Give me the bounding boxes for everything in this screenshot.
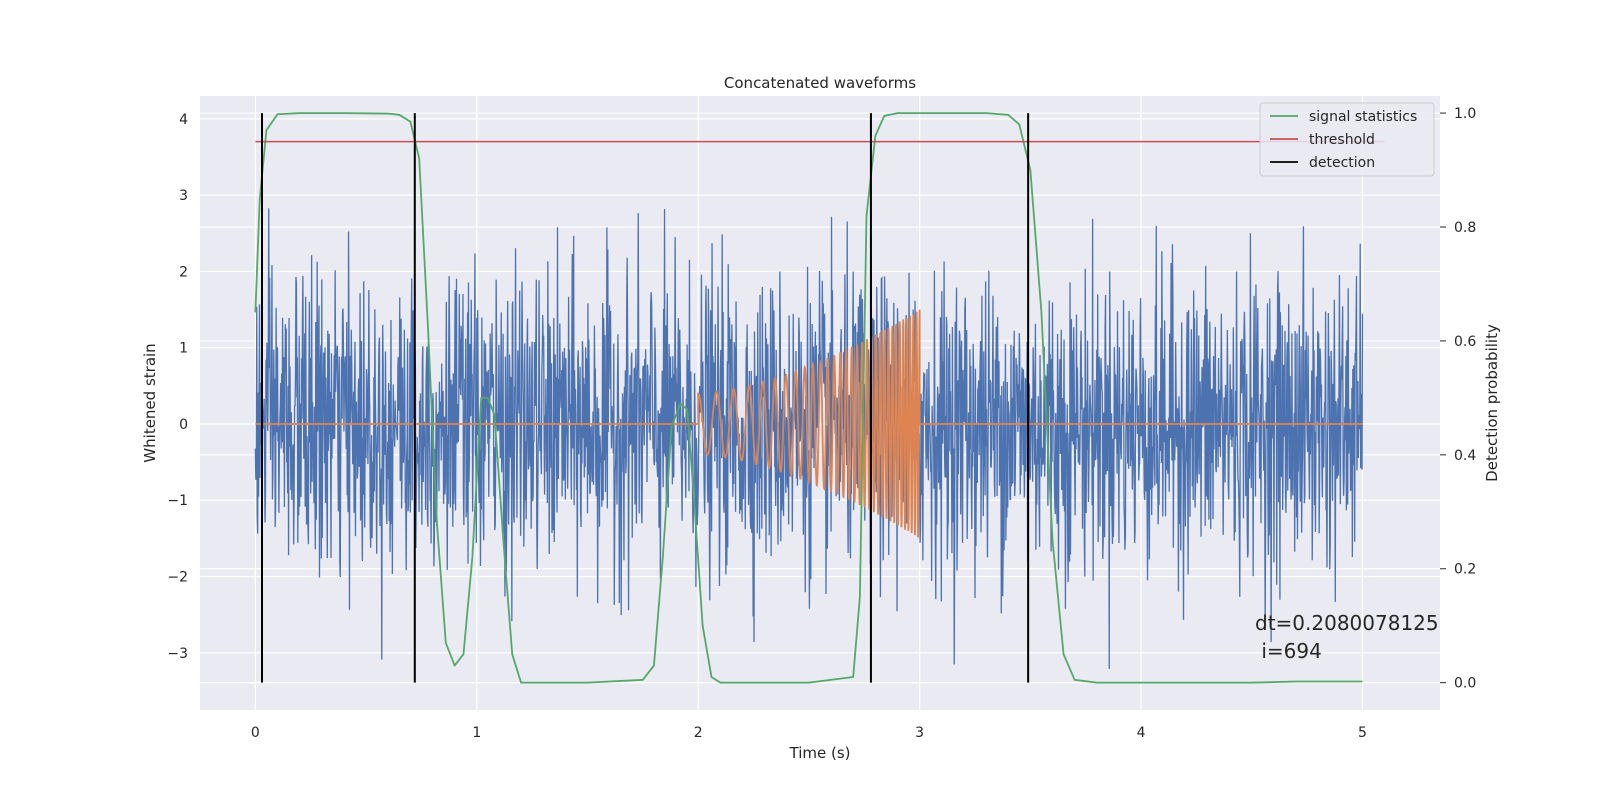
legend-box <box>1259 102 1435 177</box>
strain-series-line <box>254 208 1364 670</box>
legend-label-signal-statistics: signal statistics <box>1309 109 1417 125</box>
legend-label-detection: detection <box>1309 155 1375 171</box>
y-right-tick-label: 0.2 <box>1454 562 1476 578</box>
y-right-tick-label: 0.6 <box>1454 334 1476 350</box>
x-axis-label: Time (s) <box>789 744 851 762</box>
plot-lines <box>254 112 1385 684</box>
y-tick-label: 2 <box>179 264 188 280</box>
y-tick-label: −3 <box>167 646 188 662</box>
y-tick-label: 3 <box>179 188 188 204</box>
chart-title: Concatenated waveforms <box>724 74 916 92</box>
x-tick-label: 0 <box>251 725 260 741</box>
annotation-index: i=694 <box>1255 639 1322 663</box>
x-tick-label: 3 <box>915 725 924 741</box>
ticks: 0 1 2 3 4 5 −3 −2 −1 0 1 2 3 4 0.0 0.2 0.4 0.6 0.8 1.0 <box>167 106 1476 741</box>
x-tick-label: 4 <box>1137 725 1146 741</box>
y-tick-label: −2 <box>167 570 188 586</box>
signal-statistics-series-line <box>254 112 1363 684</box>
y-axis-label: Whitened strain <box>141 343 159 462</box>
injection-series-line <box>255 309 1363 538</box>
legend: signal statistics threshold detection <box>1259 102 1435 177</box>
y-right-tick-label: 0.4 <box>1454 448 1476 464</box>
annotation-dt: dt=0.2080078125 <box>1255 611 1439 635</box>
y-tick-label: −1 <box>167 493 188 509</box>
y-tick-label: 0 <box>179 417 188 433</box>
x-tick-label: 2 <box>694 725 703 741</box>
y-right-tick-label: 1.0 <box>1454 106 1476 122</box>
y-axis-label-right: Detection probability <box>1483 324 1501 482</box>
y-tick-label: 4 <box>179 112 188 128</box>
x-tick-label: 5 <box>1358 725 1367 741</box>
x-tick-label: 1 <box>472 725 481 741</box>
y-tick-label: 1 <box>179 341 188 357</box>
y-right-tick-label: 0.0 <box>1454 676 1476 692</box>
legend-label-threshold: threshold <box>1309 132 1375 148</box>
y-right-tick-label: 0.8 <box>1454 220 1476 236</box>
